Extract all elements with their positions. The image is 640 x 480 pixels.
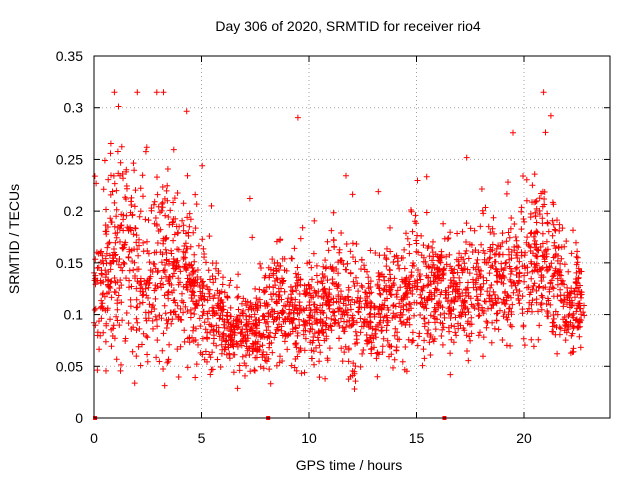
tick-labels: 0 0.05 0.1 0.15 0.2 0.25 0.3 0.35 0 5 10 15 20 bbox=[56, 48, 532, 446]
y-axis-label: SRMTID / TECUs bbox=[6, 184, 22, 294]
plot-frame bbox=[93, 55, 611, 419]
y-tick-label: 0.25 bbox=[56, 151, 83, 167]
x-tick-label: 15 bbox=[409, 430, 425, 446]
grid-lines bbox=[94, 56, 610, 418]
y-tick-label: 0.2 bbox=[64, 203, 84, 219]
axis-ticks bbox=[93, 55, 610, 419]
x-tick-label: 5 bbox=[198, 430, 206, 446]
y-tick-label: 0.1 bbox=[64, 307, 84, 323]
x-tick-label: 10 bbox=[301, 430, 317, 446]
x-axis-label: GPS time / hours bbox=[296, 457, 403, 473]
chart-title: Day 306 of 2020, SRMTID for receiver rio… bbox=[215, 18, 481, 34]
x-tick-label: 20 bbox=[516, 430, 532, 446]
y-tick-label: 0.05 bbox=[56, 358, 83, 374]
y-tick-label: 0.3 bbox=[64, 100, 84, 116]
data-points bbox=[91, 89, 588, 392]
scatter-point-cloud bbox=[91, 89, 588, 392]
x-tick-label: 0 bbox=[90, 430, 98, 446]
y-tick-label: 0 bbox=[75, 410, 83, 426]
y-tick-label: 0.35 bbox=[56, 48, 83, 64]
y-tick-label: 0.15 bbox=[56, 255, 83, 271]
